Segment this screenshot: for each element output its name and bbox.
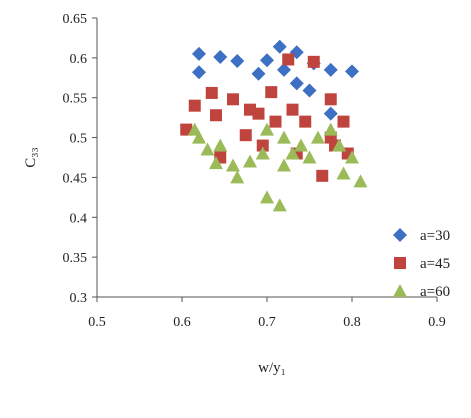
triangle-point bbox=[243, 154, 257, 168]
triangle-point bbox=[345, 150, 359, 164]
diamond-point bbox=[323, 106, 338, 121]
x-tick-label: 0.8 bbox=[343, 315, 361, 330]
diamond-point bbox=[323, 62, 338, 77]
y-tick-label: 0.35 bbox=[63, 251, 88, 266]
legend-label: a=30 bbox=[420, 228, 450, 244]
diamond-point bbox=[302, 83, 317, 98]
x-tick-label: 0.9 bbox=[428, 315, 446, 330]
square-point bbox=[282, 53, 295, 66]
diamond-point bbox=[277, 62, 291, 77]
square-point bbox=[316, 169, 329, 182]
triangle-point bbox=[302, 150, 317, 164]
triangle-point bbox=[294, 138, 308, 152]
legend-square-marker bbox=[394, 257, 406, 269]
legend-label: a=45 bbox=[420, 256, 450, 272]
square-point bbox=[265, 86, 278, 99]
y-tick-label: 0.3 bbox=[70, 291, 88, 306]
square-point bbox=[256, 139, 269, 152]
square-point bbox=[180, 123, 193, 136]
triangle-point bbox=[323, 122, 338, 136]
y-tick-label: 0.5 bbox=[70, 132, 88, 147]
y-tick-label: 0.6 bbox=[70, 52, 88, 67]
legend-diamond-marker bbox=[393, 228, 407, 242]
diamond-point bbox=[230, 54, 245, 69]
series-triangle bbox=[187, 122, 368, 212]
x-axis-label: w/y₁ bbox=[258, 360, 286, 376]
square-point bbox=[299, 115, 312, 128]
triangle-point bbox=[285, 146, 300, 160]
square-point bbox=[210, 109, 222, 122]
triangle-point bbox=[192, 130, 206, 144]
legend: a=30 a=45 a=60 bbox=[393, 228, 450, 300]
diamond-point bbox=[251, 66, 266, 81]
triangle-point bbox=[260, 190, 274, 204]
triangle-point bbox=[277, 158, 291, 172]
square-point bbox=[337, 115, 350, 128]
square-point bbox=[205, 86, 218, 99]
diamond-point bbox=[289, 76, 304, 91]
square-point bbox=[252, 107, 265, 120]
triangle-point bbox=[336, 166, 351, 180]
triangle-point bbox=[230, 170, 245, 184]
x-tick-label: 0.7 bbox=[258, 315, 276, 330]
square-point bbox=[324, 93, 337, 106]
series-diamond bbox=[192, 39, 359, 121]
triangle-point bbox=[260, 122, 274, 136]
diamond-point bbox=[213, 50, 228, 65]
square-point bbox=[286, 103, 299, 116]
diamond-point bbox=[272, 39, 287, 54]
y-tick-label: 0.55 bbox=[63, 92, 88, 107]
square-point bbox=[227, 93, 239, 106]
y-tick-label: 0.45 bbox=[63, 171, 88, 186]
triangle-point bbox=[213, 138, 228, 152]
triangle-point bbox=[209, 156, 223, 170]
diamond-point bbox=[345, 64, 359, 79]
y-tick-label: 0.4 bbox=[70, 211, 88, 226]
triangle-point bbox=[332, 138, 347, 152]
y-tick-label: 0.65 bbox=[63, 12, 88, 27]
triangle-point bbox=[226, 158, 240, 172]
diamond-point bbox=[260, 53, 274, 68]
square-point bbox=[239, 129, 252, 142]
ticks: 0.3 0.35 0.4 0.45 0.5 0.55 0.6 0.65 0.5 0.6 0.7 0.8… bbox=[63, 12, 446, 330]
triangle-point bbox=[255, 146, 270, 160]
triangle-point bbox=[277, 130, 291, 144]
series-square bbox=[180, 53, 354, 182]
triangle-point bbox=[353, 174, 368, 188]
diamond-point bbox=[192, 65, 206, 80]
triangle-point bbox=[311, 130, 325, 144]
square-point bbox=[269, 115, 282, 128]
legend-label: a=60 bbox=[420, 284, 450, 300]
y-axis-label: C₃₃ bbox=[23, 147, 39, 167]
triangle-point bbox=[200, 142, 215, 156]
legend-triangle-marker bbox=[393, 284, 407, 297]
data-points bbox=[180, 39, 368, 212]
x-tick-label: 0.6 bbox=[173, 315, 191, 330]
x-tick-label: 0.5 bbox=[88, 315, 106, 330]
triangle-point bbox=[272, 198, 287, 212]
square-point bbox=[188, 99, 201, 112]
diamond-point bbox=[192, 46, 206, 61]
square-point bbox=[307, 55, 320, 68]
